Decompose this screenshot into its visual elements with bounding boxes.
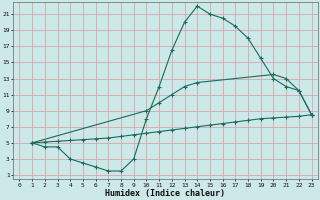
X-axis label: Humidex (Indice chaleur): Humidex (Indice chaleur) <box>106 189 226 198</box>
